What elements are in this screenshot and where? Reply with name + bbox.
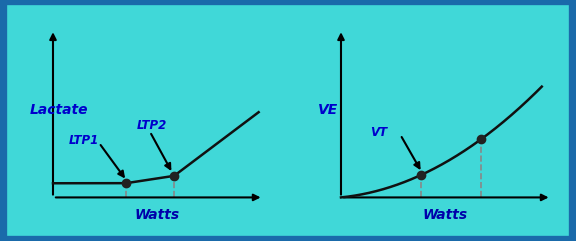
Text: VE: VE (318, 103, 338, 117)
Text: Lactate: Lactate (30, 103, 89, 117)
Text: LTP2: LTP2 (137, 119, 166, 132)
Text: Watts: Watts (134, 208, 180, 222)
Text: VT: VT (370, 126, 387, 139)
Text: LTP1: LTP1 (69, 134, 99, 147)
Text: Watts: Watts (422, 208, 468, 222)
